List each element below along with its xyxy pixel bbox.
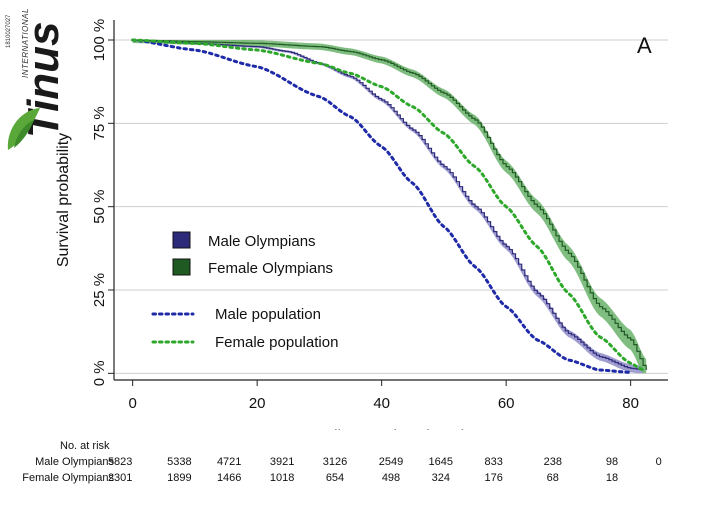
- risk-row-label: Male Olympians: [35, 456, 114, 468]
- risk-cell: 98: [605, 456, 619, 468]
- risk-cell: 1899: [167, 472, 192, 484]
- male-population-legend-label: Male population: [215, 306, 321, 323]
- legend: Male Olympians Female Olympians Male popul…: [151, 231, 338, 351]
- female-population-line: [131, 38, 645, 372]
- risk-table: No. at risk Male Olympians 5823 5338 4721 39…: [0, 432, 711, 506]
- female-olympians-line: [132, 39, 647, 370]
- risk-cell: 5823: [107, 456, 133, 468]
- tinus-logo: 1810027027 INTERNATIONAL Tinus: [6, 8, 68, 150]
- risk-cell: 68: [546, 472, 559, 484]
- survival-curves: [131, 38, 647, 374]
- risk-cell: 2549: [378, 456, 404, 468]
- risk-cell: 498: [381, 472, 401, 484]
- y-tick-label: 25 %: [91, 273, 108, 307]
- y-axis-ticks: 0 % 25 % 50 % 75 % 100 %: [91, 19, 114, 386]
- male-olympians-legend-swatch: [172, 231, 191, 249]
- panel-label: A: [637, 33, 652, 58]
- risk-table-title: No. at risk: [60, 440, 110, 452]
- y-tick-label: 100 %: [91, 19, 108, 62]
- x-tick-label: 40: [373, 395, 390, 412]
- risk-cell: 324: [431, 472, 450, 484]
- logo-tagline: INTERNATIONAL: [21, 8, 30, 78]
- risk-cell: 18: [605, 472, 619, 484]
- logo-code: 1810027027: [6, 14, 12, 48]
- x-axis-label: Follow-up time (Year): [315, 428, 466, 430]
- male-olympians-legend-label: Male Olympians: [208, 233, 316, 250]
- risk-cell: 833: [484, 456, 503, 468]
- x-axis-ticks: 0 20 40 60 80: [129, 380, 639, 412]
- x-tick-label: 80: [622, 395, 639, 412]
- risk-row: Male Olympians 5823 5338 4721 3921 3126 2549 16…: [0, 456, 711, 470]
- risk-row: Female Olympians 2301 1899 1466 1018 654 498 32…: [0, 472, 711, 486]
- risk-cell: 1466: [216, 472, 242, 484]
- survival-chart: 0 % 25 % 50 % 75 % 100 % 0 20 40 60 80 A Surviva…: [55, 19, 668, 430]
- risk-cell: 4721: [216, 456, 242, 468]
- risk-row-label: Female Olympians: [22, 472, 114, 484]
- male-population-line: [131, 38, 633, 374]
- y-axis-label: Survival probability: [55, 133, 72, 267]
- y-tick-label: 0 %: [91, 360, 108, 386]
- risk-cell: 0: [655, 456, 662, 468]
- risk-cell: 1645: [428, 456, 454, 468]
- risk-cell: 3126: [322, 456, 348, 468]
- risk-cell: 5338: [167, 456, 192, 468]
- risk-cell: 3921: [269, 456, 295, 468]
- female-population-legend-label: Female population: [215, 334, 338, 351]
- risk-cell: 2301: [107, 472, 133, 484]
- x-tick-label: 60: [498, 395, 515, 412]
- risk-cell: 176: [484, 472, 503, 484]
- risk-cell: 238: [543, 456, 562, 468]
- risk-cell: 1018: [269, 472, 295, 484]
- plot-frame: [113, 20, 668, 381]
- female-olympians-legend-label: Female Olympians: [208, 260, 333, 277]
- x-tick-label: 0: [129, 395, 137, 412]
- y-tick-label: 50 %: [91, 190, 108, 224]
- gridlines: [114, 39, 668, 374]
- female-olympians-legend-swatch: [172, 258, 191, 276]
- y-tick-label: 75 %: [91, 106, 108, 140]
- x-tick-label: 20: [249, 395, 266, 412]
- risk-cell: 654: [325, 472, 345, 484]
- leaf-icon-small: [14, 120, 34, 148]
